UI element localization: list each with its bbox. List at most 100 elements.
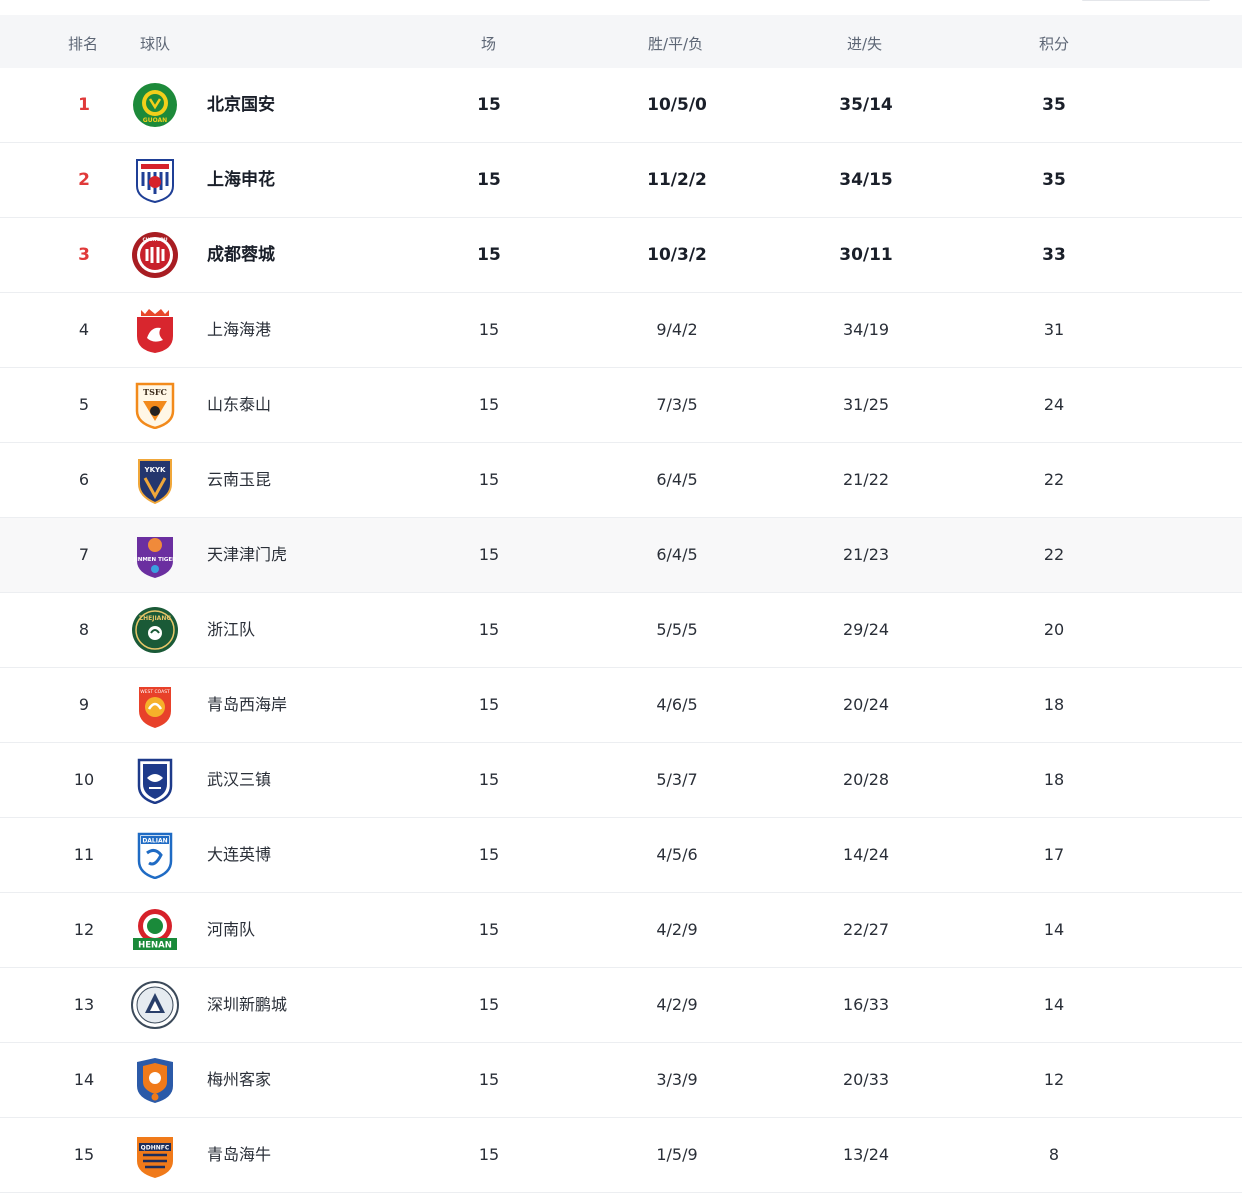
team-name[interactable]: 上海海港 — [207, 320, 272, 339]
rank-cell: 3 — [78, 245, 90, 265]
rank-cell: 4 — [78, 320, 90, 339]
qingdao-hainiu-logo: QDHNFC — [131, 1131, 179, 1179]
header-rank: 排名 — [68, 35, 99, 53]
header-team: 球队 — [140, 35, 171, 53]
team-name[interactable]: 武汉三镇 — [207, 770, 272, 789]
wdl-cell: 9/4/2 — [656, 320, 698, 339]
rank-cell: 8 — [78, 620, 90, 639]
goals-cell: 21/23 — [842, 545, 890, 564]
henan-logo: HENAN — [131, 906, 179, 954]
wdl-cell: 6/4/5 — [656, 470, 698, 489]
table-row[interactable]: 3 CHENGDU 成都蓉城 15 10/3/2 30/11 33 — [0, 218, 1242, 293]
table-row[interactable]: 5 TSFC 山东泰山 15 7/3/5 31/25 24 — [0, 368, 1242, 443]
points-cell: 31 — [1043, 320, 1065, 339]
table-row[interactable]: 12 HENAN 河南队 15 4/2/9 22/27 14 — [0, 893, 1242, 968]
goals-cell: 20/33 — [842, 1070, 890, 1089]
goals-cell: 13/24 — [842, 1145, 890, 1164]
played-cell: 15 — [478, 770, 500, 789]
wdl-cell: 4/6/5 — [656, 695, 698, 714]
team-name[interactable]: 深圳新鹏城 — [207, 995, 288, 1014]
team-name[interactable]: 天津津门虎 — [207, 545, 288, 564]
team-name[interactable]: 大连英博 — [207, 845, 272, 864]
tianjin-jinmen-tiger-logo: JINMEN TIGER — [131, 531, 179, 579]
played-cell: 15 — [478, 395, 500, 414]
svg-text:ZHEJIANG: ZHEJIANG — [139, 615, 172, 622]
team-name[interactable]: 北京国安 — [207, 95, 275, 115]
goals-cell: 34/15 — [839, 170, 893, 190]
table-header: 排名 球队 场 胜/平/负 进/失 积分 — [0, 15, 1242, 68]
team-name[interactable]: 成都蓉城 — [207, 245, 275, 265]
header-played: 场 — [481, 35, 497, 53]
points-cell: 35 — [1042, 95, 1066, 115]
top-tab-indicator[interactable] — [1082, 0, 1210, 1]
goals-cell: 30/11 — [839, 245, 893, 265]
points-cell: 17 — [1043, 845, 1065, 864]
wdl-cell: 4/2/9 — [656, 995, 698, 1014]
table-row[interactable]: 10 武汉三镇 15 5/3/7 20/28 18 — [0, 743, 1242, 818]
points-cell: 24 — [1043, 395, 1065, 414]
points-cell: 33 — [1042, 245, 1066, 265]
rank-cell: 12 — [73, 920, 95, 939]
wdl-cell: 6/4/5 — [656, 545, 698, 564]
wdl-cell: 1/5/9 — [656, 1145, 698, 1164]
wdl-cell: 10/5/0 — [647, 95, 707, 115]
wdl-cell: 3/3/9 — [656, 1070, 698, 1089]
goals-cell: 35/14 — [839, 95, 893, 115]
beijing-guoan-logo: GUOAN — [131, 81, 179, 129]
goals-cell: 29/24 — [842, 620, 890, 639]
table-row[interactable]: 6 YKYK 云南玉昆 15 6/4/5 21/22 22 — [0, 443, 1242, 518]
shandong-taishan-logo: TSFC — [131, 381, 179, 429]
svg-text:WEST COAST: WEST COAST — [140, 689, 170, 695]
svg-text:QDHNFC: QDHNFC — [141, 1145, 170, 1152]
team-name[interactable]: 青岛西海岸 — [207, 695, 288, 714]
goals-cell: 34/19 — [842, 320, 890, 339]
meizhou-hakka-logo — [131, 1056, 179, 1104]
goals-cell: 31/25 — [842, 395, 890, 414]
played-cell: 15 — [477, 170, 501, 190]
yunnan-yukun-logo: YKYK — [131, 456, 179, 504]
chengdu-rongcheng-logo: CHENGDU — [131, 231, 179, 279]
team-name[interactable]: 云南玉昆 — [207, 470, 272, 489]
team-name[interactable]: 山东泰山 — [207, 395, 272, 414]
played-cell: 15 — [478, 920, 500, 939]
table-row[interactable]: 7 JINMEN TIGER 天津津门虎 15 6/4/5 21/23 22 — [0, 518, 1242, 593]
rank-cell: 7 — [78, 545, 90, 564]
table-row[interactable]: 9 WEST COAST 青岛西海岸 15 4/6/5 20/24 18 — [0, 668, 1242, 743]
team-name[interactable]: 浙江队 — [207, 620, 256, 639]
points-cell: 18 — [1043, 695, 1065, 714]
team-name[interactable]: 上海申花 — [207, 170, 275, 190]
table-row[interactable]: 1 GUOAN 北京国安 15 10/5/0 35/14 35 — [0, 68, 1242, 143]
points-cell: 18 — [1043, 770, 1065, 789]
dalian-yingbo-logo: DALIAN — [131, 831, 179, 879]
points-cell: 8 — [1048, 1145, 1060, 1164]
played-cell: 15 — [478, 1070, 500, 1089]
table-body: 1 GUOAN 北京国安 15 10/5/0 35/14 35 2 上海申花 15 11/2/2 34… — [0, 68, 1242, 1193]
table-row[interactable]: 15 QDHNFC 青岛海牛 15 1/5/9 13/24 8 — [0, 1118, 1242, 1193]
table-row[interactable]: 4 上海海港 15 9/4/2 34/19 31 — [0, 293, 1242, 368]
svg-text:DALIAN: DALIAN — [142, 838, 167, 845]
team-name[interactable]: 青岛海牛 — [207, 1145, 272, 1164]
points-cell: 22 — [1043, 545, 1065, 564]
standings-table: 排名 球队 场 胜/平/负 进/失 积分 1 GUOAN 北京国安 15 10/5/0 3… — [0, 15, 1242, 1193]
rank-cell: 9 — [78, 695, 90, 714]
table-row[interactable]: 14 梅州客家 15 3/3/9 20/33 12 — [0, 1043, 1242, 1118]
team-name[interactable]: 梅州客家 — [207, 1070, 272, 1089]
svg-text:TSFC: TSFC — [143, 387, 167, 397]
wdl-cell: 4/2/9 — [656, 920, 698, 939]
team-name[interactable]: 河南队 — [207, 920, 256, 939]
wdl-cell: 10/3/2 — [647, 245, 707, 265]
rank-cell: 1 — [78, 95, 90, 115]
rank-cell: 13 — [73, 995, 95, 1014]
table-row[interactable]: 2 上海申花 15 11/2/2 34/15 35 — [0, 143, 1242, 218]
rank-cell: 5 — [78, 395, 90, 414]
zhejiang-logo: ZHEJIANG — [131, 606, 179, 654]
header-goals: 进/失 — [847, 35, 883, 53]
wdl-cell: 11/2/2 — [647, 170, 707, 190]
table-row[interactable]: 11 DALIAN 大连英博 15 4/5/6 14/24 17 — [0, 818, 1242, 893]
table-row[interactable]: 13 深圳新鹏城 15 4/2/9 16/33 14 — [0, 968, 1242, 1043]
goals-cell: 14/24 — [842, 845, 890, 864]
points-cell: 12 — [1043, 1070, 1065, 1089]
wdl-cell: 5/5/5 — [656, 620, 698, 639]
header-points: 积分 — [1039, 35, 1070, 53]
table-row[interactable]: 8 ZHEJIANG 浙江队 15 5/5/5 29/24 20 — [0, 593, 1242, 668]
